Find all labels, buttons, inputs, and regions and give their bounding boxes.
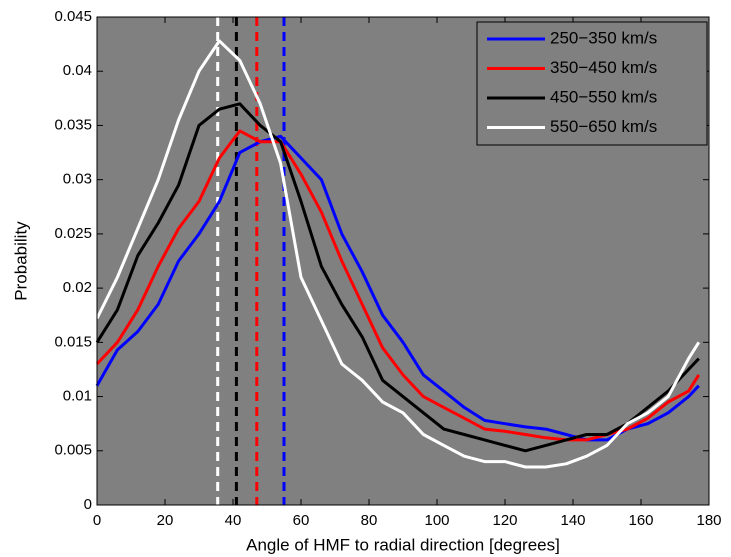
x-tick-label: 20: [157, 512, 174, 529]
legend-label: 450−550 km/s: [550, 87, 657, 106]
x-tick-label: 100: [424, 512, 449, 529]
y-tick-label: 0.015: [54, 333, 92, 350]
x-tick-label: 120: [492, 512, 517, 529]
y-tick-label: 0.02: [63, 279, 92, 296]
y-tick-label: 0.03: [63, 171, 92, 188]
legend-label: 350−450 km/s: [550, 58, 657, 77]
legend: 250−350 km/s 350−450 km/s 450−550 km/s 550−…: [476, 21, 708, 146]
y-tick-label: 0.01: [63, 388, 92, 405]
y-tick-label: 0: [84, 496, 92, 513]
y-tick-label: 0.005: [54, 442, 92, 459]
x-tick-label: 40: [225, 512, 242, 529]
legend-box: [476, 21, 708, 146]
x-tick-label: 0: [93, 512, 101, 529]
data-line: [95, 102, 700, 453]
y-tick-label: 0.04: [63, 62, 92, 79]
legend-label: 550−650 km/s: [550, 117, 657, 136]
x-tick-label: 80: [361, 512, 378, 529]
legend-label: 250−350 km/s: [550, 28, 657, 47]
data-line: [95, 39, 701, 469]
x-tick-label: 140: [560, 512, 585, 529]
y-tick-label: 0.025: [54, 225, 92, 242]
y-tick-label: 0.045: [54, 8, 92, 25]
x-axis-label: Angle of HMF to radial direction [degree…: [246, 535, 560, 554]
x-tick-label: 160: [628, 512, 653, 529]
y-tick-label: 0.035: [54, 116, 92, 133]
x-tick-label: 60: [293, 512, 310, 529]
x-tick-label: 180: [696, 512, 721, 529]
data-line: [95, 134, 700, 442]
y-axis-label: Probability: [11, 221, 30, 301]
plot-frame: [96, 16, 710, 506]
